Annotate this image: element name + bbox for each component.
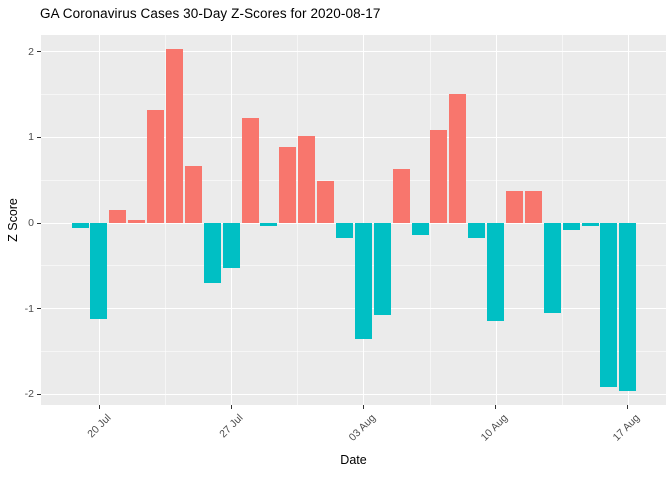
bar-2020-07-19 bbox=[71, 223, 89, 229]
gridline-minor-vertical bbox=[429, 35, 431, 405]
gridline-major-vertical bbox=[231, 35, 233, 405]
gridline-major-horizontal bbox=[41, 222, 666, 224]
bar-2020-07-22 bbox=[128, 219, 146, 223]
bar-2020-08-10 bbox=[487, 223, 505, 321]
bar-2020-08-01 bbox=[317, 181, 335, 223]
x-axis-tick bbox=[627, 405, 629, 409]
bar-2020-08-17 bbox=[619, 223, 637, 391]
x-axis-tick bbox=[362, 405, 364, 409]
bar-2020-07-20 bbox=[90, 223, 108, 319]
y-axis-tick bbox=[37, 393, 41, 395]
bar-2020-08-08 bbox=[449, 93, 467, 223]
bar-2020-08-12 bbox=[524, 191, 542, 223]
x-tick-label: 20 Jul bbox=[85, 412, 114, 441]
bar-2020-07-26 bbox=[203, 223, 221, 283]
y-axis-tick bbox=[37, 308, 41, 310]
bar-2020-08-16 bbox=[600, 223, 618, 387]
gridline-minor-vertical bbox=[561, 35, 563, 405]
gridline-minor-horizontal bbox=[41, 179, 666, 181]
gridline-major-vertical bbox=[99, 35, 100, 405]
bar-2020-08-14 bbox=[562, 223, 580, 230]
bar-2020-08-02 bbox=[336, 223, 353, 239]
y-tick-label: -2 bbox=[24, 388, 34, 401]
y-tick-label: 1 bbox=[28, 131, 34, 144]
gridline-minor-horizontal bbox=[41, 265, 666, 267]
bar-2020-08-06 bbox=[411, 223, 429, 235]
x-axis-tick bbox=[98, 405, 100, 409]
bar-2020-07-28 bbox=[241, 117, 259, 223]
bar-2020-07-31 bbox=[298, 135, 316, 223]
x-axis-tick bbox=[230, 405, 232, 409]
bar-2020-08-07 bbox=[430, 129, 448, 223]
bar-2020-07-21 bbox=[109, 210, 127, 223]
y-axis-tick bbox=[37, 51, 41, 53]
bar-2020-07-25 bbox=[184, 166, 202, 223]
gridline-major-vertical bbox=[627, 35, 629, 405]
gridline-major-horizontal bbox=[41, 51, 666, 53]
bar-2020-07-24 bbox=[166, 49, 184, 223]
y-tick-label: -1 bbox=[24, 302, 34, 315]
x-tick-label: 03 Aug bbox=[346, 412, 378, 444]
bar-2020-07-23 bbox=[147, 109, 165, 223]
bar-2020-08-11 bbox=[505, 191, 523, 223]
bar-2020-08-04 bbox=[373, 223, 391, 315]
x-axis-label: Date bbox=[340, 453, 367, 467]
bar-2020-07-29 bbox=[260, 223, 278, 227]
gridline-major-vertical bbox=[363, 35, 365, 405]
chart-title: GA Coronavirus Cases 30-Day Z-Scores for… bbox=[40, 6, 381, 21]
x-tick-label: 10 Aug bbox=[478, 412, 511, 444]
bar-2020-07-27 bbox=[222, 223, 240, 269]
bar-2020-08-09 bbox=[468, 223, 486, 238]
gridline-major-vertical bbox=[495, 35, 497, 405]
gridline-minor-vertical bbox=[165, 35, 167, 405]
y-tick-label: 2 bbox=[28, 45, 34, 58]
bar-2020-08-15 bbox=[581, 223, 599, 226]
x-axis-tick bbox=[495, 405, 497, 409]
y-axis-tick bbox=[37, 136, 41, 138]
gridline-major-horizontal bbox=[41, 308, 666, 310]
gridline-major-horizontal bbox=[41, 136, 666, 138]
bar-2020-07-30 bbox=[279, 146, 297, 223]
bar-2020-08-13 bbox=[543, 223, 561, 313]
bar-2020-08-05 bbox=[392, 169, 410, 223]
plot-panel bbox=[41, 35, 666, 405]
gridline-minor-vertical bbox=[297, 35, 299, 405]
x-tick-label: 27 Jul bbox=[217, 412, 246, 441]
y-axis-tick bbox=[37, 222, 41, 224]
bar-2020-08-03 bbox=[354, 223, 372, 339]
y-tick-label: 0 bbox=[28, 217, 34, 229]
gridline-minor-horizontal bbox=[41, 351, 666, 353]
gridline-minor-horizontal bbox=[41, 93, 666, 95]
x-tick-label: 17 Aug bbox=[610, 412, 643, 444]
gridline-major-horizontal bbox=[41, 393, 666, 395]
